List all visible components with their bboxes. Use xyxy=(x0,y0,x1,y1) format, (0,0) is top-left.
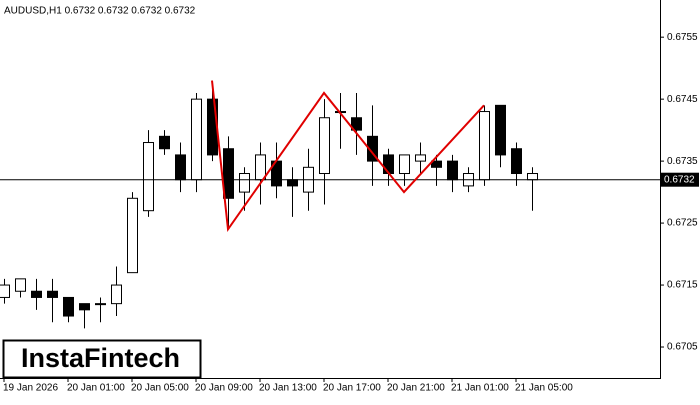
candle-body xyxy=(159,135,170,150)
last-price-label: 0.6732 xyxy=(664,174,695,185)
candle-body xyxy=(495,104,506,156)
candle-body xyxy=(511,148,522,175)
candle-body xyxy=(15,278,26,292)
candle-body xyxy=(447,160,458,181)
x-tick-label: 20 Jan 13:00 xyxy=(259,383,317,394)
candle-body xyxy=(31,290,42,298)
y-tick-label: 0.6735 xyxy=(667,156,698,167)
candle-body xyxy=(399,154,410,175)
logo-box xyxy=(2,339,202,379)
candle-body xyxy=(367,135,378,162)
x-tick-label: 19 Jan 2026 xyxy=(3,383,58,394)
candle-body xyxy=(527,173,538,181)
candle-body xyxy=(175,154,186,181)
chart-title: AUDUSD,H1 0.6732 0.6732 0.6732 0.6732 xyxy=(4,6,196,17)
candle-body xyxy=(351,117,362,131)
last-price-box xyxy=(661,172,699,187)
candle-body xyxy=(191,98,202,181)
x-tick-label: 20 Jan 21:00 xyxy=(387,383,445,394)
candle-body xyxy=(0,284,10,298)
x-tick-label: 21 Jan 01:00 xyxy=(451,383,509,394)
y-tick-label: 0.6745 xyxy=(667,94,698,105)
y-tick-label: 0.6705 xyxy=(667,342,698,353)
candle-body xyxy=(287,179,298,187)
candle-body xyxy=(143,142,154,212)
logo: InstaFintech xyxy=(21,343,180,373)
candle-body xyxy=(127,197,138,274)
x-tick-label: 20 Jan 05:00 xyxy=(131,383,189,394)
candle-body xyxy=(223,148,234,199)
y-tick-label: 0.6715 xyxy=(667,280,698,291)
candle-body xyxy=(239,173,250,193)
candle-body xyxy=(95,303,106,306)
y-tick-label: 0.6755 xyxy=(667,32,698,43)
candle-body xyxy=(79,303,90,311)
candle-body xyxy=(47,290,58,298)
candle-body xyxy=(319,117,330,175)
candle-body xyxy=(63,296,74,317)
candle-body xyxy=(111,284,122,305)
x-tick-label: 20 Jan 17:00 xyxy=(323,383,381,394)
y-tick-label: 0.6725 xyxy=(667,218,698,229)
candle-body xyxy=(431,160,442,168)
candle-body xyxy=(479,111,490,181)
candle-body xyxy=(415,154,426,162)
pattern-line xyxy=(211,80,485,233)
candle-body xyxy=(255,154,266,181)
candle-body xyxy=(383,154,394,175)
x-tick-label: 21 Jan 05:00 xyxy=(515,383,573,394)
x-tick-label: 20 Jan 09:00 xyxy=(195,383,253,394)
x-tick-label: 20 Jan 01:00 xyxy=(67,383,125,394)
